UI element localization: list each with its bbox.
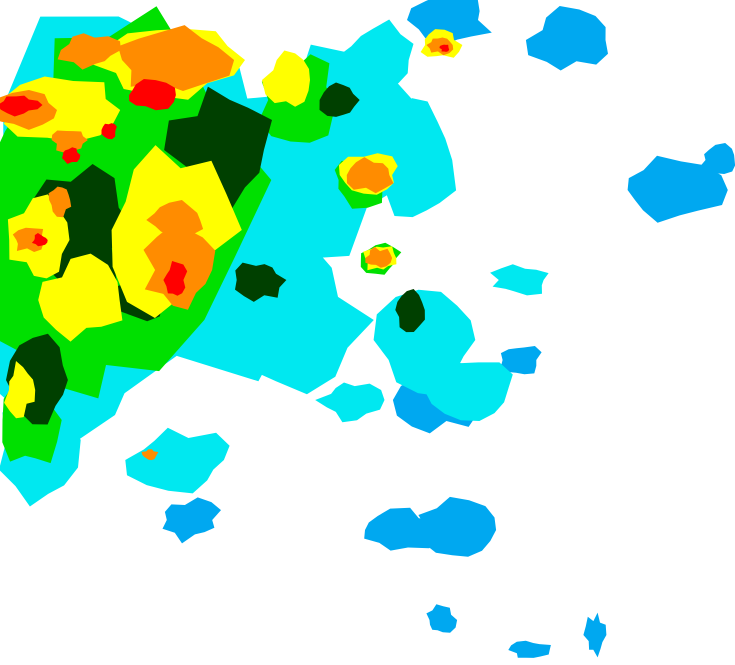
echo-red [439,44,450,52]
echo-light-blue [162,497,221,544]
echo-red [0,95,43,117]
echo-yellow [4,361,36,419]
echo-red [129,79,176,111]
echo-orange [12,227,44,252]
echo-red [62,147,81,164]
echo-cyan [315,382,385,423]
echo-light-blue [426,604,458,633]
echo-light-blue [418,496,497,557]
echo-light-blue [583,612,607,658]
echo-yellow [38,253,123,342]
echo-light-blue [525,6,608,71]
echo-orange [346,157,394,194]
echo-light-blue [699,143,735,174]
echo-cyan [125,427,230,494]
echo-orange [365,246,393,268]
echo-dark-green [164,86,272,210]
echo-orange [48,186,72,218]
echo-light-blue [500,346,542,375]
echo-orange [51,130,88,153]
echo-dark-green [395,289,425,333]
echo-orange [118,25,235,92]
echo-orange [146,200,204,235]
echo-cyan [376,98,457,218]
echo-light-blue [627,155,728,223]
echo-cyan [333,19,414,90]
echo-yellow [262,50,310,107]
echo-dark-green [235,262,287,302]
echo-dark-green [319,82,360,117]
echo-red [101,123,117,140]
echo-red [31,233,48,247]
echo-light-blue [407,0,492,46]
echo-cyan [490,264,549,296]
echo-light-blue [508,640,551,658]
echo-red [163,261,188,296]
echo-orange [141,449,159,461]
echo-light-blue [364,507,440,551]
echo-orange [57,33,121,70]
echo-cyan [424,362,513,421]
